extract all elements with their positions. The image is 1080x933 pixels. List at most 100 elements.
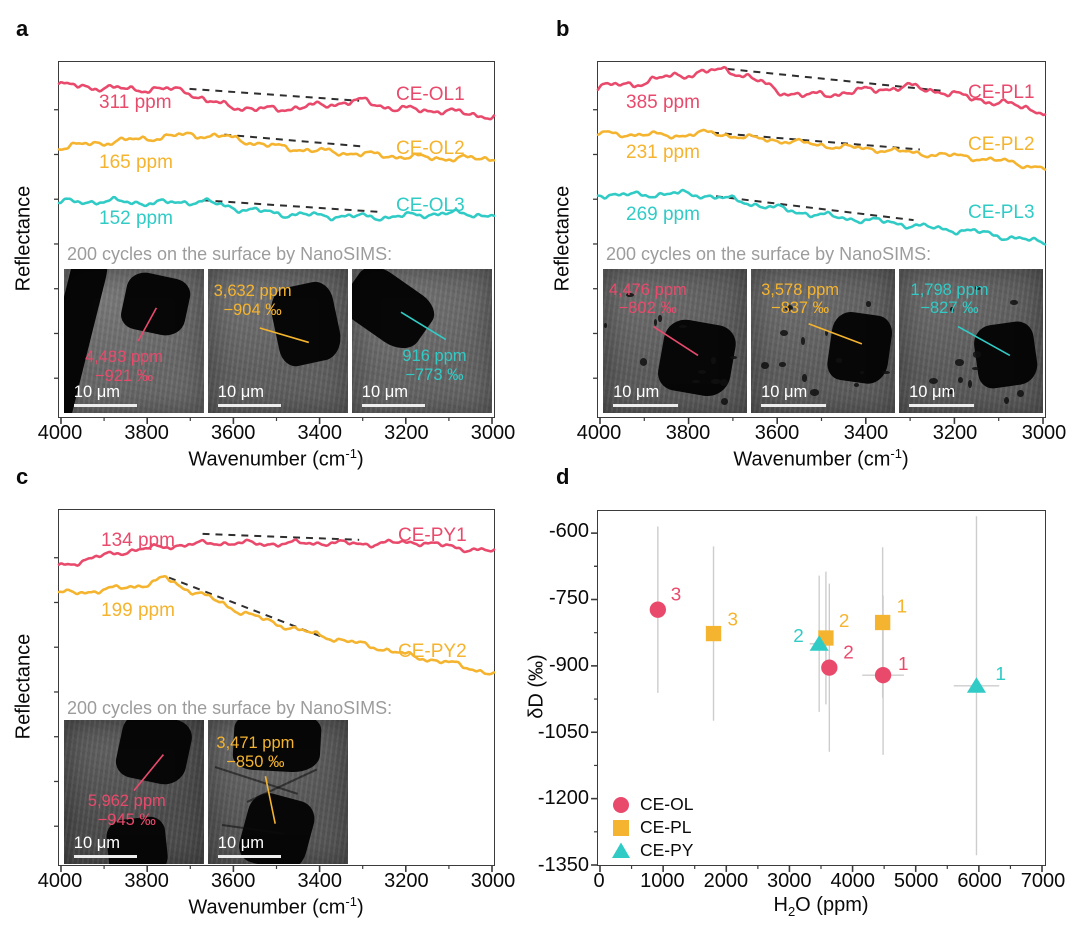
spectrum-curve-CE-PY2 xyxy=(57,574,496,676)
data-point-number-label: 3 xyxy=(727,610,738,631)
x-tick-label: 4000 xyxy=(576,422,622,444)
data-point-number-label: 1 xyxy=(898,654,909,675)
continuum-dashed-line xyxy=(224,133,364,148)
scale-bar-line xyxy=(613,403,679,408)
nanosims-image: 3,632 ppm −904 ‰ 10 μm xyxy=(208,269,348,413)
scale-bar-label: 10 μm xyxy=(361,382,408,401)
nanosims-measurement-label: 3,471 ppm −850 ‰ xyxy=(216,734,294,772)
scale-bar: 10 μm xyxy=(217,382,281,408)
dD-value: −837 ‰ xyxy=(770,299,830,318)
x-axis-title-text: Wavenumber (cm xyxy=(188,896,346,919)
scale-bar-line xyxy=(73,403,137,408)
spectrum-name-label: CE-PL1 xyxy=(968,82,1035,103)
nanosims-image: 4,483 ppm −921 ‰ 10 μm xyxy=(64,269,204,413)
x-axis-title-a: Wavenumber (cm-1) xyxy=(188,446,363,472)
scale-bar: 10 μm xyxy=(613,383,679,408)
nanosims-measurement-label: 5,962 ppm −945 ‰ xyxy=(88,792,166,830)
data-point-CE-PL1 xyxy=(874,614,891,631)
spectrum-curve-CE-OL3 xyxy=(57,195,496,222)
h2o-value: 916 ppm xyxy=(402,346,467,365)
scale-bar-line xyxy=(761,403,827,408)
x-axis-title-text: ) xyxy=(356,448,364,471)
annotation-svg xyxy=(957,325,1011,357)
annotation-svg xyxy=(137,307,158,342)
x-axis-title-text: ) xyxy=(901,448,909,471)
x-axis-title-sup: -1 xyxy=(345,446,357,461)
panel-letter-c: c xyxy=(16,464,29,489)
scale-bar: 10 μm xyxy=(361,382,425,408)
panel-letter-d: d xyxy=(556,464,570,489)
nanosims-measurement-label: 4,483 ppm −921 ‰ xyxy=(85,348,163,386)
spectrum-curve-CE-OL2 xyxy=(57,131,496,163)
annotation-pointer-line xyxy=(400,311,447,341)
x-axis-title-text: H xyxy=(773,894,788,916)
spectrum-curve-CE-OL1 xyxy=(57,80,496,121)
scale-bar-line xyxy=(909,403,975,408)
x-tick-label: 4000 xyxy=(37,870,83,892)
scale-bar-label: 10 μm xyxy=(217,382,264,401)
annotation-pointer-line xyxy=(652,325,699,357)
x-tick-label: 3800 xyxy=(124,422,169,444)
annotation-pointer-line xyxy=(808,322,863,345)
x-tick-label: 4000 xyxy=(830,870,875,892)
legend-item-CE-PL: CE-PL xyxy=(611,817,692,838)
scale-bar: 10 μm xyxy=(909,383,975,408)
x-axis-title-b: Wavenumber (cm-1) xyxy=(733,446,908,472)
y-tick-label: -900 xyxy=(548,653,589,676)
x-tick-label: 3000 xyxy=(767,870,812,892)
dD-value: −945 ‰ xyxy=(97,810,156,829)
data-point-CE-OL2 xyxy=(821,659,838,676)
data-point-number-label: 3 xyxy=(671,585,682,606)
dD-value: −827 ‰ xyxy=(920,299,979,318)
nanosims-image: 916 ppm −773 ‰ 10 μm xyxy=(352,269,492,413)
continuum-dashed-line xyxy=(202,532,360,541)
nanosims-measurement-label: 1,798 ppm −827 ‰ xyxy=(911,281,989,319)
x-tick-label: 3400 xyxy=(297,422,343,444)
annotation-pointer-line xyxy=(259,327,310,344)
water-content-label: 199 ppm xyxy=(101,600,175,621)
scale-bar-label: 10 μm xyxy=(73,833,120,852)
h2o-value: 5,962 ppm xyxy=(87,792,166,810)
x-tick-label: 3600 xyxy=(210,422,256,444)
nanosims-image: 1,798 ppm −827 ‰ 10 μm xyxy=(899,269,1043,413)
annotation-pointer-line xyxy=(133,754,165,792)
spectrum-name-label: CE-PL2 xyxy=(968,134,1035,155)
x-axis-title-text: ) xyxy=(356,896,364,919)
dD-value: −921 ‰ xyxy=(94,366,154,385)
legend-item-CE-PY: CE-PY xyxy=(611,840,693,861)
panel-letter-a: a xyxy=(16,16,29,41)
data-point-number-label: 1 xyxy=(995,664,1006,685)
y-axis-label-b: Reflectance xyxy=(551,185,574,292)
data-point-number-label: 2 xyxy=(793,626,804,647)
annotation-pointer-line xyxy=(957,325,1011,357)
legend-triangle-marker-icon xyxy=(612,842,630,858)
x-axis-title-c: Wavenumber (cm-1) xyxy=(188,894,363,920)
scale-bar: 10 μm xyxy=(73,833,137,859)
scale-bar-line xyxy=(217,403,281,408)
legend-square-marker-icon xyxy=(613,819,629,836)
spectrum-curve-CE-PY1 xyxy=(57,538,496,567)
annotation-pointer-line xyxy=(264,775,276,824)
x-tick-label: 5000 xyxy=(893,870,939,892)
y-tick-label: -600 xyxy=(548,520,589,543)
x-tick-label: 1000 xyxy=(640,870,685,892)
y-tick-label: -1200 xyxy=(537,787,589,810)
x-tick-label: 0 xyxy=(593,870,605,892)
dD-value: −904 ‰ xyxy=(223,300,282,319)
x-axis-title-text: Wavenumber (cm xyxy=(733,448,891,471)
water-content-label: 152 ppm xyxy=(99,208,173,229)
continuum-dashed-line xyxy=(711,131,920,151)
water-content-label: 269 ppm xyxy=(626,204,700,225)
nanosims-measurement-label: 3,632 ppm −904 ‰ xyxy=(214,282,292,320)
plot-area-d: 1 2 3 1 2 3 1 2 xyxy=(591,510,1046,872)
h2o-value: 3,471 ppm xyxy=(216,734,295,753)
h2o-value: 3,632 ppm xyxy=(213,281,292,300)
annotation-svg xyxy=(400,311,447,341)
water-content-label: 385 ppm xyxy=(626,92,700,113)
scale-bar-label: 10 μm xyxy=(73,382,120,401)
dD-value: −773 ‰ xyxy=(405,365,464,384)
x-axis-title-sup: -1 xyxy=(890,446,902,461)
legend-label: CE-PL xyxy=(640,817,692,837)
scale-bar-line xyxy=(217,854,281,859)
data-point-CE-PL3 xyxy=(705,625,722,642)
